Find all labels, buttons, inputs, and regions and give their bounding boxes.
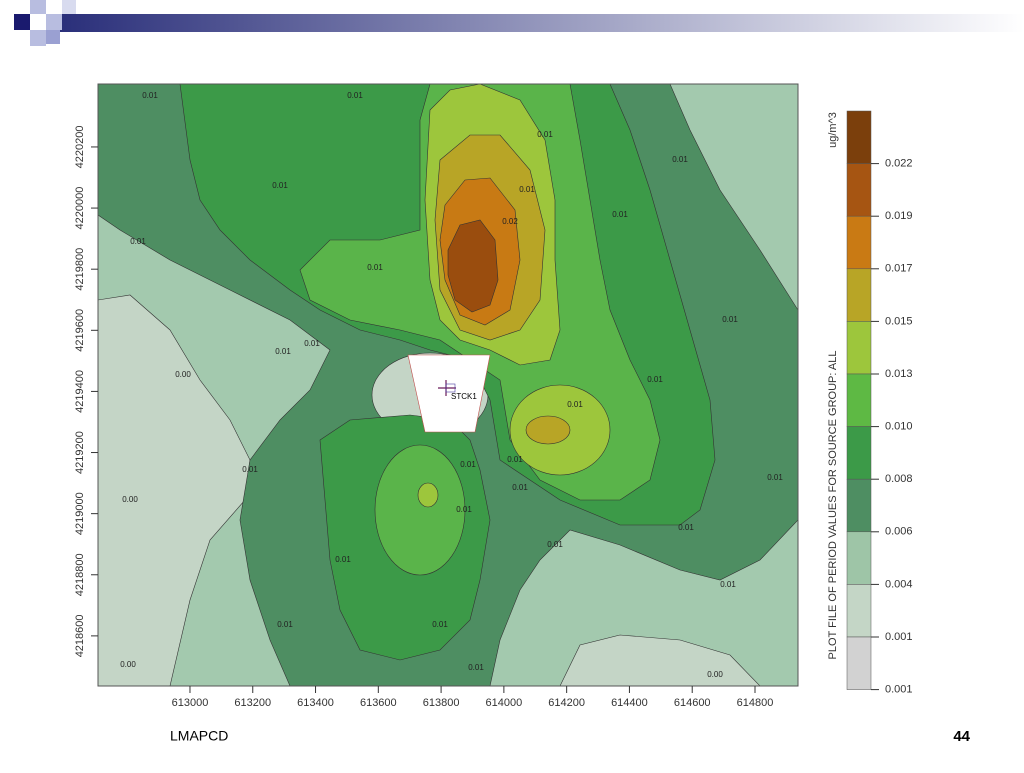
contour-map: STCK1 [97, 83, 799, 687]
contour-label: 0.01 [612, 210, 628, 219]
contour-label: 0.01 [672, 155, 688, 164]
contour-label: 0.01 [460, 460, 476, 469]
colorbar-unit: ug/m^3 [827, 112, 839, 148]
colorbar-band [846, 636, 872, 690]
contour-label: 0.01 [567, 400, 583, 409]
contour-label: 0.01 [142, 91, 158, 100]
contour-label: 0.01 [468, 663, 484, 672]
x-tick-label: 614600 [674, 697, 711, 709]
x-tick-label: 614800 [737, 697, 774, 709]
header-decoration [14, 0, 1024, 46]
x-tick-label: 614200 [548, 697, 585, 709]
contour-label: 0.01 [720, 580, 736, 589]
colorbar-band [846, 268, 872, 322]
contour-label: 0.01 [130, 237, 146, 246]
x-tick-label: 613600 [360, 697, 397, 709]
contour-label: 0.01 [507, 455, 523, 464]
x-tick-label: 613000 [172, 697, 209, 709]
y-tick-label: 4219600 [74, 309, 86, 352]
y-tick-label: 4219200 [74, 431, 86, 474]
x-tick-label: 613200 [234, 697, 271, 709]
y-tick-label: 4220200 [74, 126, 86, 169]
colorbar-label: 0.001 [885, 631, 913, 643]
y-tick-label: 4218600 [74, 614, 86, 657]
colorbar-title: PLOT FILE OF PERIOD VALUES FOR SOURCE GR… [827, 351, 839, 660]
x-tick-label: 614000 [486, 697, 523, 709]
contour-label: 0.01 [304, 339, 320, 348]
colorbar-band [846, 478, 872, 533]
colorbar-label: 0.004 [885, 578, 913, 590]
colorbar-band [846, 215, 872, 270]
colorbar-label: 0.001 [885, 684, 913, 696]
contour-label: 0.01 [277, 620, 293, 629]
source-label: STCK1 [451, 392, 477, 401]
contour-label: 0.01 [347, 91, 363, 100]
colorbar-band [846, 426, 872, 480]
contour-label: 0.01 [537, 130, 553, 139]
contour-label: 0.01 [367, 263, 383, 272]
colorbar-band [846, 584, 872, 638]
y-tick-label: 4220000 [74, 187, 86, 230]
colorbar-label: 0.015 [885, 315, 913, 327]
contour-label: 0.01 [242, 465, 258, 474]
colorbar-band [846, 321, 872, 375]
contour-label: 0.01 [456, 505, 472, 514]
y-tick-label: 4219000 [74, 492, 86, 535]
colorbar-label: 0.022 [885, 158, 913, 170]
footer-left: LMAPCD [170, 728, 228, 744]
colorbar-band [846, 110, 872, 164]
contour-label: 0.01 [272, 181, 288, 190]
contour-label: 0.00 [175, 370, 191, 379]
contour-label: 0.01 [335, 555, 351, 564]
page-number: 44 [953, 728, 970, 745]
contour-label: 0.00 [707, 670, 723, 679]
y-tick-label: 4218800 [74, 553, 86, 596]
colorbar-band [846, 531, 872, 585]
colorbar-label: 0.010 [885, 421, 913, 433]
contour-label: 0.01 [547, 540, 563, 549]
y-tick-label: 4219400 [74, 370, 86, 413]
contour-label: 0.01 [647, 375, 663, 384]
colorbar-label: 0.013 [885, 368, 913, 380]
x-tick-label: 613400 [297, 697, 334, 709]
colorbar-label: 0.017 [885, 263, 913, 275]
x-tick-label: 613800 [423, 697, 460, 709]
contour-label: 0.01 [275, 347, 291, 356]
contour-label: 0.01 [432, 620, 448, 629]
contour-label: 0.00 [122, 495, 138, 504]
colorbar-band [846, 373, 872, 427]
contour-label: 0.00 [120, 660, 136, 669]
contour-label: 0.01 [678, 523, 694, 532]
x-tick-label: 614400 [611, 697, 648, 709]
contour-label: 0.01 [519, 185, 535, 194]
contour-label: 0.01 [512, 483, 528, 492]
colorbar-label: 0.019 [885, 210, 913, 222]
colorbar-band [846, 163, 872, 217]
colorbar-label: 0.006 [885, 526, 913, 538]
colorbar: 0.022 0.019 0.017 0.015 0.013 0.010 0.008 0.006… [846, 110, 913, 696]
colorbar-label: 0.008 [885, 473, 913, 485]
contour-label: 0.01 [767, 473, 783, 482]
y-tick-label: 4219800 [74, 248, 86, 291]
contour-label: 0.02 [502, 217, 518, 226]
contour-label: 0.01 [722, 315, 738, 324]
